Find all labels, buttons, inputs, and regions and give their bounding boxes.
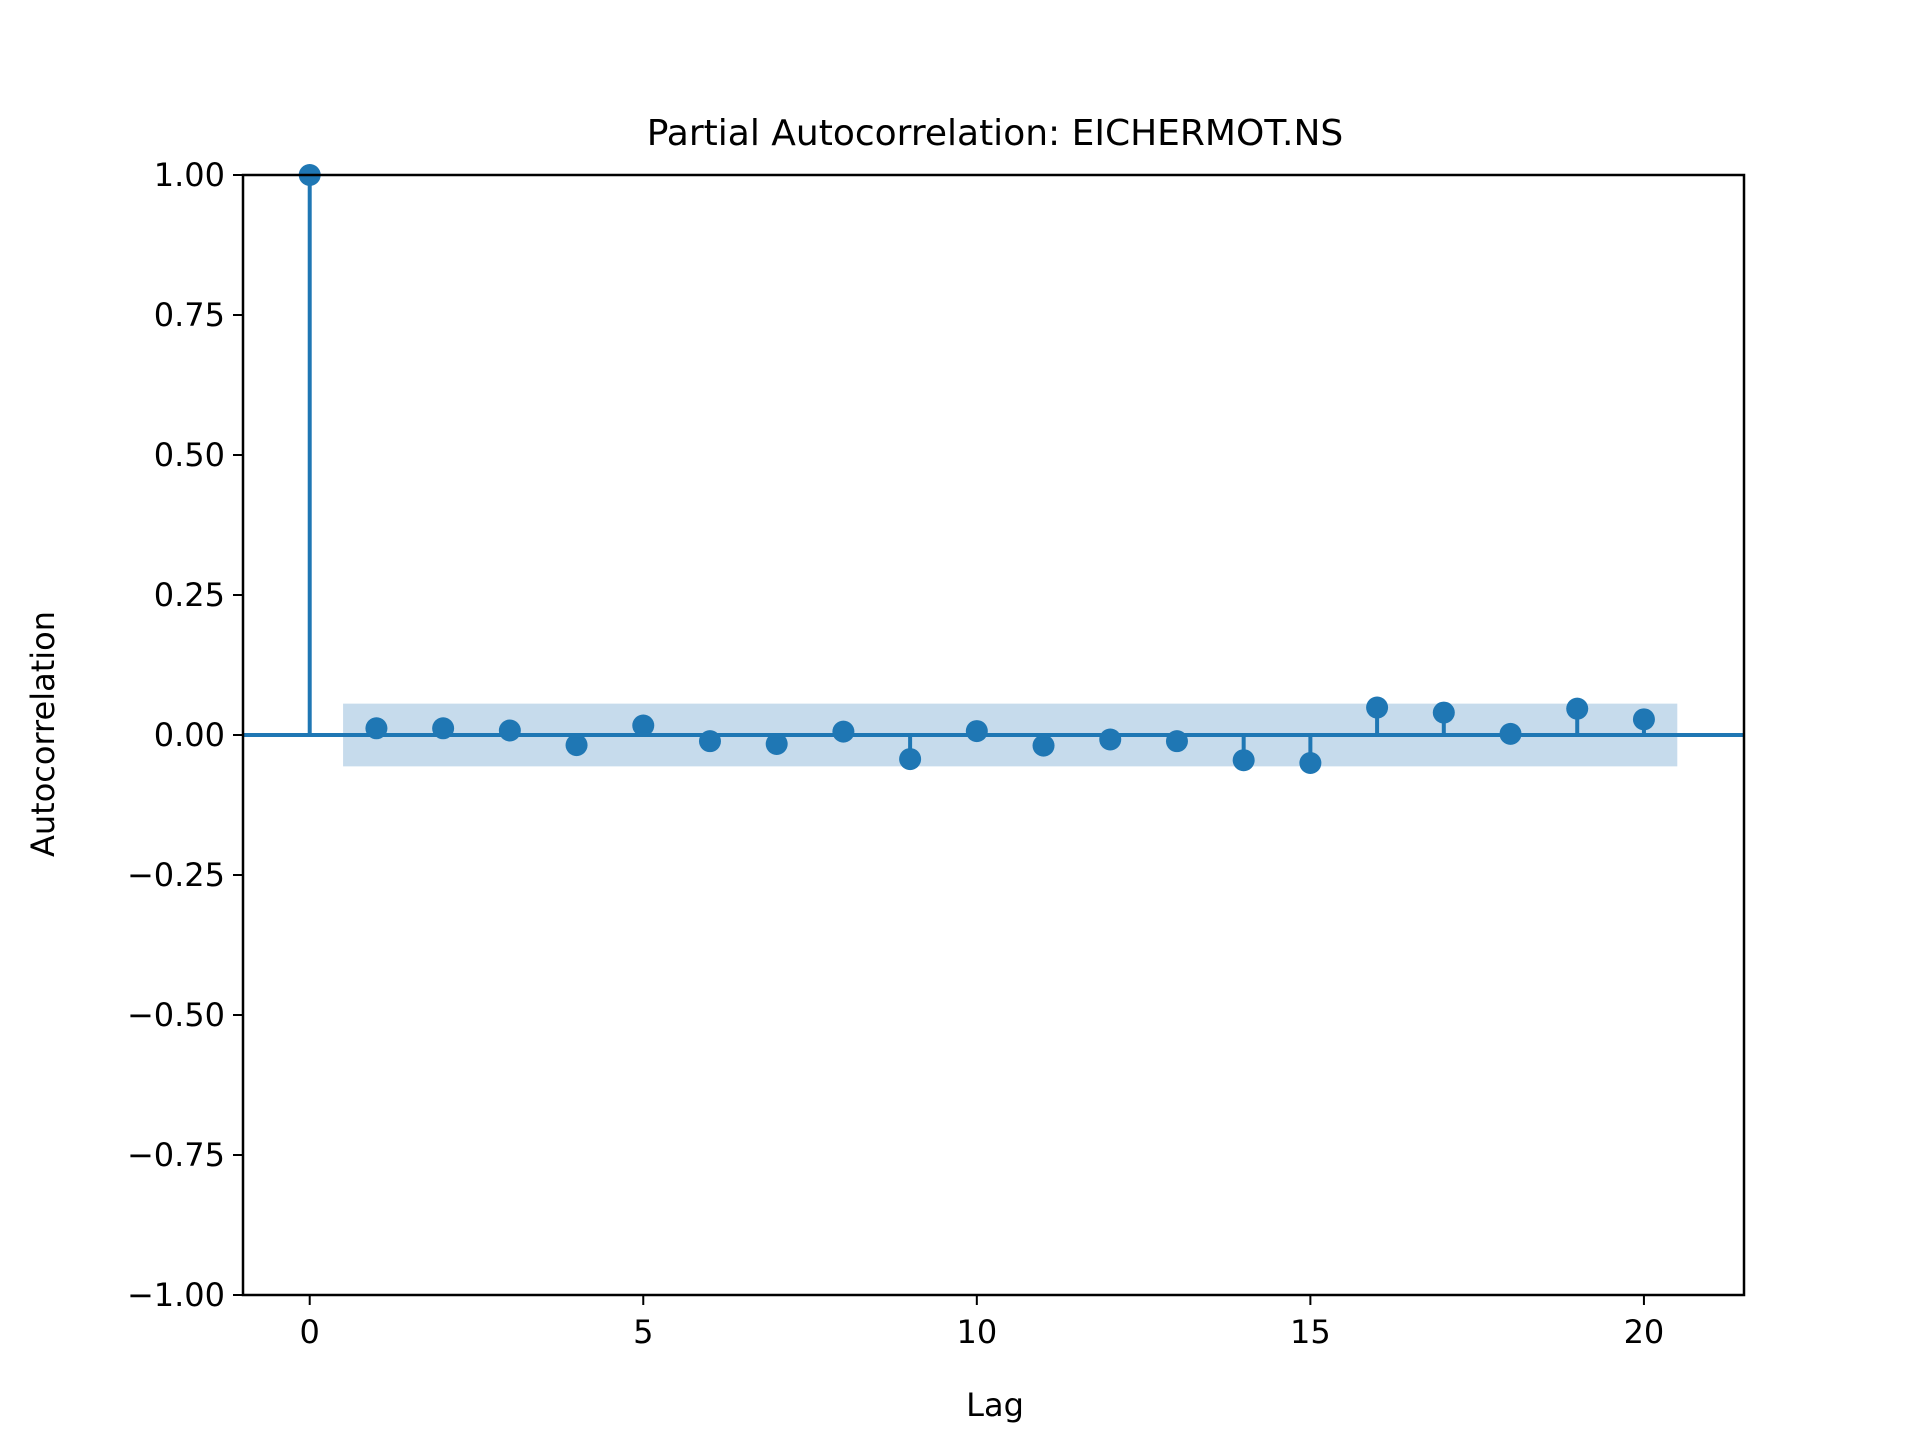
y-tick-label: −0.75 <box>127 1136 225 1174</box>
x-tick-label: 5 <box>633 1313 653 1351</box>
ticks-layer: 0 5 10 15 20 1.00 0.75 0.50 0.25 0.00 −0.25 −0.50 −0… <box>127 156 1664 1351</box>
y-axis-label: Autocorrelation <box>24 611 62 857</box>
y-tick-label: 0.50 <box>154 436 225 474</box>
marker-lag-3 <box>498 719 521 742</box>
marker-lag-11 <box>1032 734 1055 757</box>
y-tick-label: 0.00 <box>154 716 225 754</box>
marker-lag-10 <box>965 720 988 743</box>
y-tick-label: −0.50 <box>127 996 225 1034</box>
x-tick-label: 10 <box>956 1313 997 1351</box>
marker-lag-1 <box>365 717 388 740</box>
marker-lag-19 <box>1566 697 1589 720</box>
x-tick-label: 0 <box>300 1313 320 1351</box>
x-tick-label: 15 <box>1290 1313 1331 1351</box>
marker-lag-5 <box>632 714 655 737</box>
marker-lag-12 <box>1099 728 1122 751</box>
marker-lag-6 <box>698 730 721 753</box>
marker-lag-2 <box>432 717 455 740</box>
y-tick-label: 1.00 <box>154 156 225 194</box>
marker-lag-7 <box>765 732 788 755</box>
x-tick-label: 20 <box>1624 1313 1665 1351</box>
marker-lag-14 <box>1232 749 1255 772</box>
markers-layer <box>298 164 1655 774</box>
marker-lag-4 <box>565 734 588 757</box>
marker-lag-13 <box>1165 730 1188 753</box>
y-tick-label: −1.00 <box>127 1276 225 1314</box>
x-axis-label: Lag <box>966 1386 1024 1424</box>
y-tick-label: 0.25 <box>154 576 225 614</box>
marker-lag-16 <box>1366 696 1389 719</box>
y-tick-label: −0.25 <box>127 856 225 894</box>
y-tick-label: 0.75 <box>154 296 225 334</box>
marker-lag-15 <box>1299 752 1322 774</box>
marker-lag-17 <box>1432 701 1455 724</box>
marker-lag-18 <box>1499 722 1522 745</box>
marker-lag-8 <box>832 720 855 743</box>
chart-title: Partial Autocorrelation: EICHERMOT.NS <box>647 113 1344 154</box>
marker-lag-20 <box>1632 708 1655 731</box>
marker-lag-9 <box>899 748 922 771</box>
